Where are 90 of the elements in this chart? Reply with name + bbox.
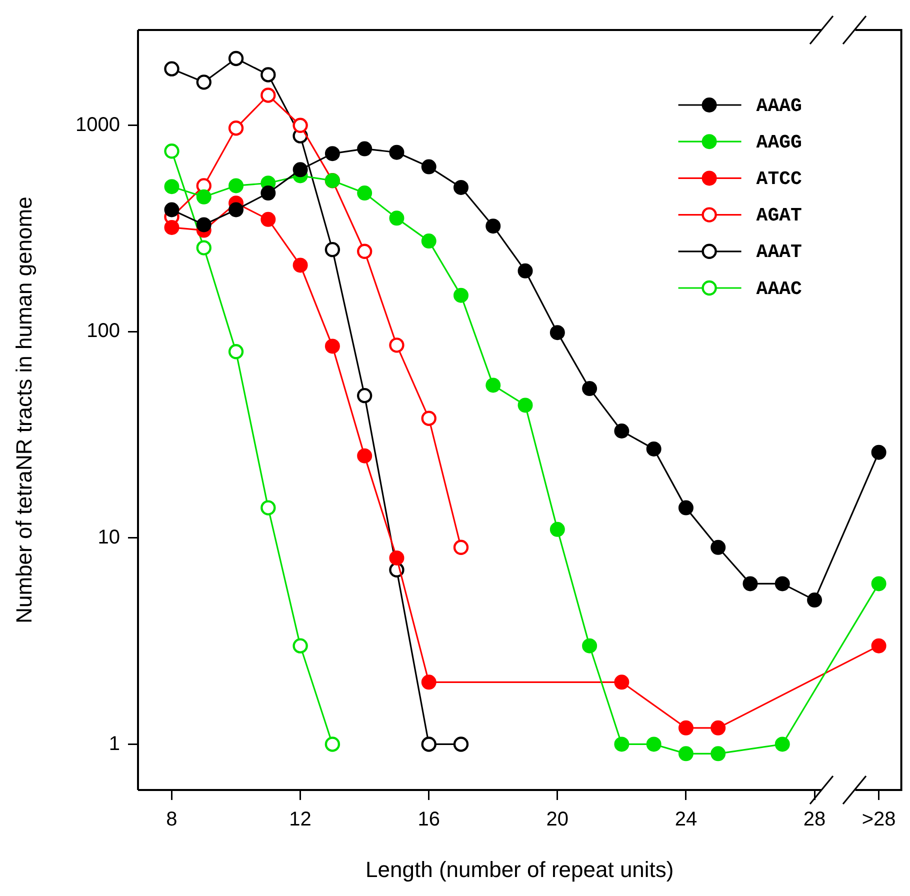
point bbox=[292, 258, 308, 273]
point bbox=[196, 74, 212, 90]
point bbox=[228, 50, 244, 66]
point bbox=[357, 141, 372, 156]
point bbox=[774, 736, 790, 752]
point bbox=[807, 592, 822, 608]
point bbox=[357, 448, 372, 464]
point bbox=[356, 388, 372, 404]
point bbox=[260, 88, 276, 103]
y-tick-label: 1000 bbox=[76, 114, 120, 136]
point bbox=[614, 736, 630, 752]
x-tick-label: 28 bbox=[803, 808, 826, 831]
point bbox=[582, 638, 598, 654]
legend-label: AAGG bbox=[756, 131, 802, 154]
legend-label: AAAC bbox=[756, 278, 802, 300]
point bbox=[164, 61, 180, 76]
point bbox=[196, 217, 212, 232]
point bbox=[389, 210, 404, 226]
point bbox=[421, 736, 436, 752]
point bbox=[421, 159, 436, 174]
y-tick-label: 100 bbox=[86, 320, 120, 342]
point bbox=[389, 550, 404, 566]
point bbox=[678, 720, 694, 736]
point bbox=[774, 576, 790, 592]
point bbox=[871, 444, 886, 460]
point bbox=[228, 178, 244, 194]
point bbox=[710, 720, 726, 736]
point bbox=[356, 244, 372, 259]
y-axis-title: Number of tetraNR tracts in human genome bbox=[11, 196, 36, 624]
point bbox=[421, 674, 436, 690]
point bbox=[164, 202, 180, 218]
point bbox=[453, 288, 468, 303]
point bbox=[357, 186, 372, 201]
x-tick-label: 8 bbox=[166, 808, 178, 831]
point bbox=[196, 240, 212, 256]
point bbox=[550, 325, 565, 340]
point bbox=[324, 736, 340, 752]
point bbox=[486, 378, 501, 393]
point bbox=[453, 540, 469, 555]
point bbox=[164, 144, 180, 159]
x-tick-label: 16 bbox=[418, 808, 440, 831]
legend-label: AAAT bbox=[756, 241, 802, 264]
point bbox=[453, 736, 469, 752]
legend-label: AGAT bbox=[756, 204, 802, 227]
point bbox=[871, 638, 886, 654]
legend-label: ATCC bbox=[756, 168, 802, 190]
point bbox=[614, 674, 630, 690]
point bbox=[742, 576, 758, 592]
x-axis-title: Length (number of repeat units) bbox=[366, 856, 674, 882]
x-tick-label: 20 bbox=[546, 808, 569, 831]
point bbox=[260, 186, 276, 201]
x-tick-label: 24 bbox=[674, 808, 698, 831]
point bbox=[646, 736, 662, 752]
y-tick-label: 1 bbox=[108, 732, 120, 755]
point bbox=[453, 180, 468, 195]
y-tick-label: 10 bbox=[98, 526, 120, 548]
point bbox=[260, 67, 276, 82]
point bbox=[646, 441, 662, 456]
x-tick-label: 12 bbox=[289, 808, 312, 831]
x-tick-label: >28 bbox=[862, 808, 896, 831]
point bbox=[164, 179, 180, 194]
point bbox=[260, 500, 276, 516]
point bbox=[196, 189, 212, 204]
point bbox=[582, 381, 598, 396]
point bbox=[164, 220, 180, 235]
point bbox=[324, 338, 340, 354]
point bbox=[518, 398, 533, 413]
point bbox=[421, 234, 436, 249]
point bbox=[324, 242, 340, 258]
point bbox=[228, 120, 244, 136]
point bbox=[389, 338, 404, 353]
point bbox=[710, 746, 726, 762]
point bbox=[614, 423, 630, 438]
point bbox=[710, 540, 726, 555]
point bbox=[228, 202, 244, 218]
point bbox=[389, 144, 404, 160]
point bbox=[292, 118, 308, 133]
point bbox=[678, 746, 694, 762]
point bbox=[871, 576, 886, 592]
point bbox=[678, 500, 694, 516]
point bbox=[486, 218, 501, 234]
point bbox=[228, 344, 244, 360]
point bbox=[292, 162, 308, 178]
point bbox=[324, 146, 340, 162]
point bbox=[550, 522, 565, 537]
legend-label: AAAG bbox=[756, 94, 802, 117]
point bbox=[260, 212, 276, 227]
point bbox=[518, 263, 533, 278]
point bbox=[292, 638, 308, 654]
point bbox=[421, 410, 436, 426]
